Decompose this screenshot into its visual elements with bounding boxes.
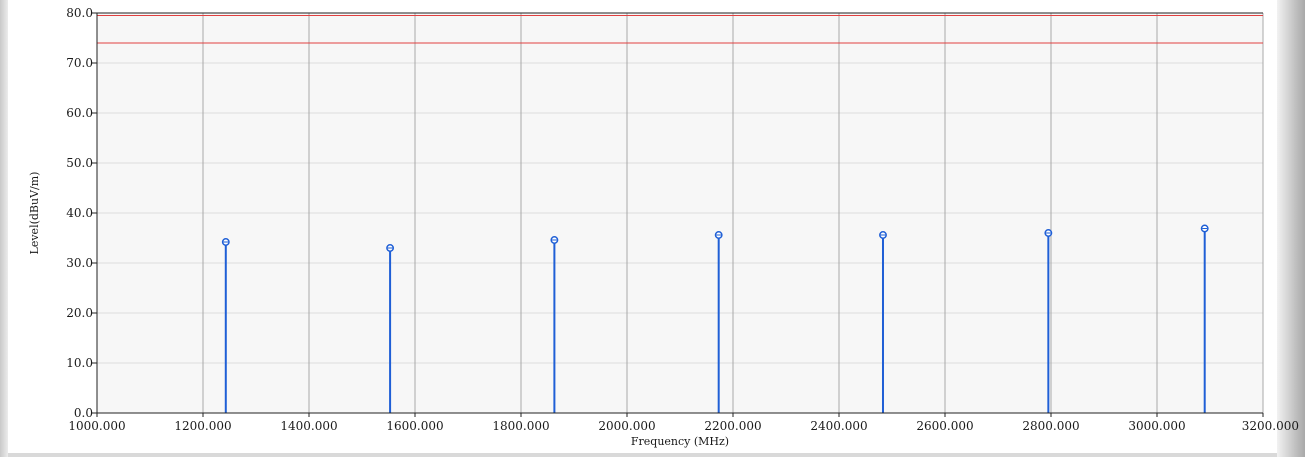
data-stems bbox=[221, 224, 1209, 413]
y-tick-label: 70.0 bbox=[66, 56, 93, 70]
y-tick-label: 40.0 bbox=[66, 206, 93, 220]
x-tick-label: 2200.000 bbox=[704, 419, 761, 433]
limit-lines bbox=[97, 15, 1263, 44]
y-tick-label: 30.0 bbox=[66, 256, 93, 270]
data-point bbox=[714, 231, 723, 413]
x-tick-label: 2000.000 bbox=[598, 419, 655, 433]
y-tick-label: 0.0 bbox=[74, 406, 93, 420]
x-tick-label: 1200.000 bbox=[174, 419, 231, 433]
bottom-border bbox=[8, 453, 1277, 457]
data-point bbox=[1200, 224, 1209, 413]
x-tick-label: 2600.000 bbox=[916, 419, 973, 433]
y-tick-label: 20.0 bbox=[66, 306, 93, 320]
x-tick-label: 2800.000 bbox=[1022, 419, 1079, 433]
x-axis-title: Frequency (MHz) bbox=[631, 435, 729, 448]
data-point bbox=[386, 244, 395, 413]
y-tick-labels: 0.0 10.0 20.0 30.0 40.0 50.0 60.0 70.0 80.0 bbox=[66, 6, 97, 420]
x-tick-label: 3200.000 bbox=[1242, 419, 1299, 433]
x-tick-label: 1000.000 bbox=[68, 419, 125, 433]
data-point bbox=[879, 231, 887, 413]
x-tick-label: 3000.000 bbox=[1128, 419, 1185, 433]
data-point bbox=[550, 236, 559, 413]
data-point bbox=[221, 238, 230, 413]
x-tick-label: 1600.000 bbox=[386, 419, 443, 433]
x-tick-labels: 1000.000 1200.000 1400.000 1600.000 1800.000… bbox=[68, 413, 1299, 433]
data-point bbox=[1044, 229, 1053, 413]
x-tick-label: 2400.000 bbox=[810, 419, 867, 433]
x-tick-label: 1400.000 bbox=[280, 419, 337, 433]
right-scrollbar-strip bbox=[1277, 0, 1305, 457]
y-tick-label: 50.0 bbox=[66, 156, 93, 170]
y-axis-title: Level(dBuV/m) bbox=[28, 172, 41, 255]
y-tick-label: 10.0 bbox=[66, 356, 93, 370]
x-tick-label: 1800.000 bbox=[492, 419, 549, 433]
left-border bbox=[0, 0, 8, 457]
y-tick-label: 80.0 bbox=[66, 6, 93, 20]
y-tick-label: 60.0 bbox=[66, 106, 93, 120]
